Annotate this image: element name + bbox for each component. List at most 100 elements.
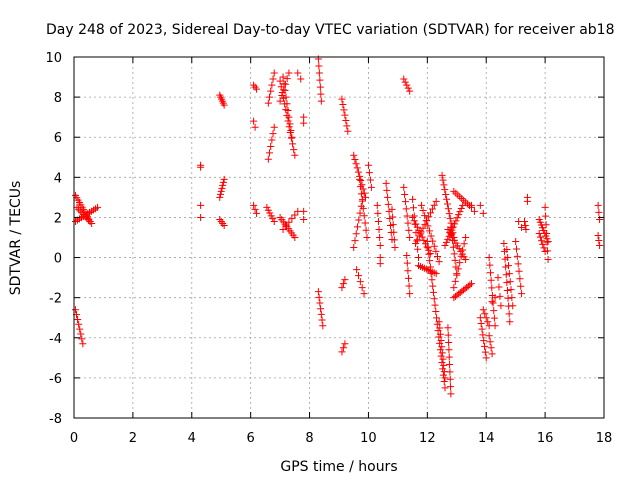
data-point — [479, 209, 487, 217]
data-point — [390, 228, 398, 236]
x-tick-label: 4 — [188, 431, 196, 446]
x-tick-labels: 0 2 4 6 8 10 12 14 16 18 — [70, 431, 612, 446]
data-point — [514, 260, 522, 268]
data-point — [250, 201, 258, 209]
data-point — [515, 217, 523, 225]
data-point — [504, 254, 512, 262]
data-point — [477, 319, 485, 327]
data-point — [425, 227, 433, 235]
data-point — [503, 286, 511, 294]
data-point — [403, 212, 411, 220]
data-point — [283, 75, 291, 83]
data-point — [75, 205, 83, 213]
data-point — [420, 236, 428, 244]
data-point — [219, 178, 227, 186]
data-point — [74, 315, 82, 323]
data-point — [373, 201, 381, 209]
data-point — [286, 120, 294, 128]
data-point — [291, 211, 299, 219]
data-point — [544, 238, 552, 246]
data-point — [436, 330, 444, 338]
data-point — [486, 261, 494, 269]
data-point — [447, 383, 455, 391]
data-point — [315, 69, 323, 77]
data-point — [384, 193, 392, 201]
data-point — [486, 269, 494, 277]
data-point — [462, 234, 470, 241]
data-point — [285, 218, 293, 226]
data-point — [340, 106, 348, 114]
data-point — [364, 161, 372, 169]
data-point — [315, 293, 323, 301]
data-point — [285, 113, 293, 121]
data-point — [268, 136, 276, 144]
data-point — [482, 354, 490, 362]
data-point — [488, 350, 496, 358]
data-point — [496, 292, 504, 300]
data-point — [438, 343, 446, 351]
data-point — [542, 212, 550, 220]
data-point — [391, 244, 399, 252]
data-point — [250, 117, 258, 125]
data-point — [490, 314, 498, 322]
data-point — [402, 205, 410, 213]
data-point — [400, 183, 408, 191]
y-tick-labels: -8 -6 -4 -2 0 2 4 6 8 10 — [45, 51, 62, 427]
data-point — [543, 229, 551, 237]
data-point — [503, 279, 511, 287]
data-point — [319, 322, 327, 330]
data-point — [220, 221, 228, 229]
data-point — [286, 128, 294, 136]
data-point — [594, 231, 602, 239]
data-point — [491, 322, 499, 330]
data-point — [406, 290, 414, 298]
data-point — [429, 288, 437, 296]
data-point — [266, 93, 274, 101]
y-tick-label: -8 — [49, 412, 62, 427]
data-point — [478, 325, 486, 333]
data-point — [338, 95, 346, 103]
x-tick-label: 2 — [129, 431, 137, 446]
data-point — [406, 234, 414, 241]
data-point — [341, 276, 349, 284]
data-point — [77, 330, 85, 338]
data-point — [459, 201, 467, 209]
data-point — [342, 117, 350, 125]
x-tick-label: 18 — [596, 431, 613, 446]
x-tick-label: 6 — [247, 431, 255, 446]
data-point — [276, 77, 284, 85]
data-point — [481, 342, 489, 350]
data-point — [476, 201, 484, 209]
data-point — [360, 212, 368, 220]
data-point — [78, 209, 86, 217]
data-point — [300, 215, 308, 223]
data-point — [523, 197, 531, 205]
data-point — [216, 190, 224, 198]
data-point — [480, 337, 488, 345]
data-point — [444, 205, 452, 213]
data-point — [216, 193, 224, 201]
data-point — [446, 214, 454, 222]
data-point — [505, 310, 513, 318]
data-point — [418, 233, 426, 241]
data-point — [430, 201, 438, 209]
data-point — [384, 200, 392, 208]
data-point — [502, 271, 510, 279]
data-point — [351, 237, 359, 245]
data-point — [517, 282, 525, 290]
data-point — [432, 308, 440, 316]
x-tick-label: 0 — [70, 431, 78, 446]
data-point — [383, 186, 391, 194]
data-point — [423, 238, 431, 246]
data-point — [453, 271, 461, 279]
data-point — [485, 254, 493, 262]
data-point — [316, 76, 324, 84]
data-point — [339, 280, 347, 288]
data-point — [437, 336, 445, 344]
data-point — [445, 353, 453, 361]
data-point — [317, 97, 325, 105]
data-point — [487, 276, 495, 284]
data-point — [459, 246, 467, 254]
data-point — [410, 217, 418, 225]
data-point — [266, 149, 274, 157]
